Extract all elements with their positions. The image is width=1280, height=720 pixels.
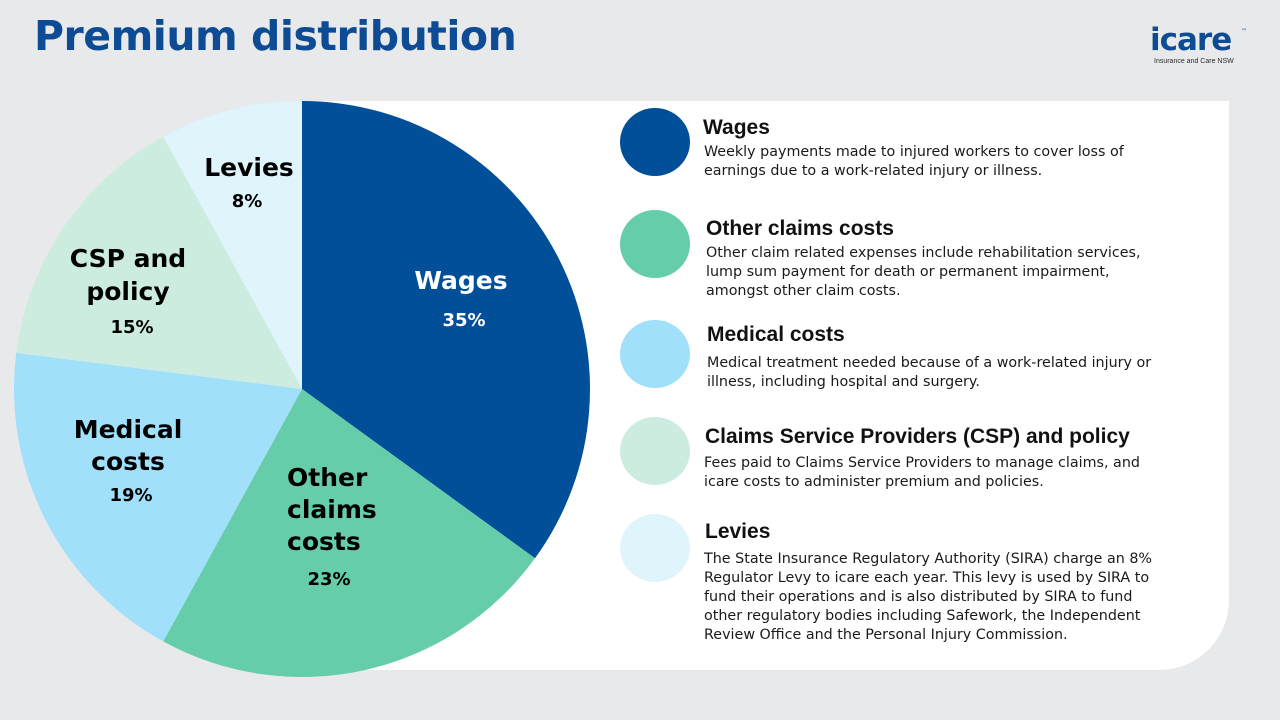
- legend-desc-csp: Fees paid to Claims Service Providers to…: [704, 455, 1140, 490]
- legend-swatch-wages: [620, 108, 690, 176]
- legend-swatch-levies: [620, 514, 690, 582]
- pie-label-other-claims-costs: Other claims costs: [287, 463, 377, 556]
- pie-value-csp-and-policy: 15%: [110, 317, 153, 338]
- pie-slice-levies: [163, 101, 302, 389]
- logo-trademark: ™: [1241, 28, 1247, 35]
- page-title: Premium distribution: [34, 12, 517, 60]
- legend-swatch-csp: [620, 417, 690, 485]
- icare-logo: icare ™ Insurance and Care NSW: [1150, 22, 1250, 68]
- legend-title-other-claims: Other claims costs: [706, 217, 894, 240]
- pie-slice-medical-costs: [13, 352, 302, 642]
- legend-title-medical: Medical costs: [707, 323, 845, 346]
- legend-desc-medical: Medical treatment needed because of a wo…: [707, 355, 1152, 390]
- pie-slice-other-claims-costs: [163, 389, 535, 678]
- legend-desc-levies: The State Insurance Regulatory Authority…: [704, 551, 1153, 643]
- pie-value-medical-costs: 19%: [109, 485, 152, 506]
- logo-wordmark: icare: [1150, 22, 1232, 58]
- legend-title-csp: Claims Service Providers (CSP) and polic…: [705, 425, 1130, 448]
- legend-desc-wages: Weekly payments made to injured workers …: [704, 144, 1124, 179]
- pie-label-levies: Levies: [204, 153, 294, 182]
- pie-slice-csp-and-policy: [16, 136, 303, 389]
- pie-label-csp-and-policy: CSP and policy: [70, 244, 186, 306]
- pie-label-medical-costs: Medical costs: [74, 415, 183, 476]
- legend-title-wages: Wages: [703, 116, 770, 139]
- pie-value-levies: 8%: [232, 191, 263, 212]
- pie-label-wages: Wages: [414, 266, 507, 295]
- pie-value-other-claims-costs: 23%: [307, 569, 350, 590]
- legend-swatch-medical: [620, 320, 690, 388]
- logo-tagline: Insurance and Care NSW: [1154, 58, 1234, 65]
- pie-value-wages: 35%: [442, 310, 485, 331]
- legend-swatch-other-claims: [620, 210, 690, 278]
- pie-slice-wages: [302, 101, 591, 559]
- legend-desc-other-claims: Other claim related expenses include reh…: [706, 245, 1141, 299]
- legend-title-levies: Levies: [705, 520, 771, 543]
